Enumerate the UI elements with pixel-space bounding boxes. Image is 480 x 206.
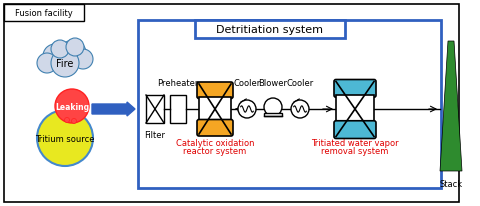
- Circle shape: [64, 118, 70, 123]
- Text: Stack: Stack: [439, 180, 463, 188]
- Circle shape: [264, 98, 282, 116]
- Text: Fusion facility: Fusion facility: [15, 9, 73, 18]
- Circle shape: [51, 50, 79, 78]
- Text: reactor system: reactor system: [183, 146, 247, 155]
- Circle shape: [43, 45, 67, 69]
- Bar: [336, 96, 374, 123]
- Polygon shape: [440, 42, 462, 171]
- Circle shape: [72, 119, 76, 124]
- FancyBboxPatch shape: [334, 121, 376, 139]
- Bar: [264, 114, 282, 116]
- Circle shape: [291, 101, 309, 118]
- Text: Fire: Fire: [56, 59, 74, 69]
- Text: Cooler: Cooler: [233, 79, 261, 88]
- Circle shape: [51, 41, 69, 59]
- Circle shape: [66, 39, 84, 57]
- Text: Leaking: Leaking: [55, 102, 89, 111]
- FancyBboxPatch shape: [334, 80, 376, 98]
- Circle shape: [37, 54, 57, 74]
- Text: Cooler: Cooler: [287, 79, 313, 88]
- Circle shape: [60, 41, 86, 67]
- Circle shape: [55, 90, 89, 123]
- Text: Preheater: Preheater: [157, 79, 199, 88]
- Text: removal system: removal system: [321, 146, 389, 155]
- Bar: [146, 96, 164, 123]
- Bar: [170, 96, 186, 123]
- FancyBboxPatch shape: [4, 5, 459, 202]
- FancyArrow shape: [92, 103, 135, 116]
- FancyBboxPatch shape: [197, 83, 233, 99]
- Text: Detritiation system: Detritiation system: [216, 25, 324, 35]
- Text: Catalytic oxidation: Catalytic oxidation: [176, 138, 254, 147]
- Text: Tritiated water vapor: Tritiated water vapor: [311, 138, 399, 147]
- Circle shape: [37, 110, 93, 166]
- FancyBboxPatch shape: [4, 5, 84, 22]
- Text: Filter: Filter: [144, 130, 166, 139]
- FancyBboxPatch shape: [195, 21, 345, 39]
- Text: Tritium source: Tritium source: [35, 134, 95, 143]
- Text: Blower: Blower: [259, 79, 288, 88]
- FancyBboxPatch shape: [197, 120, 233, 136]
- Circle shape: [238, 101, 256, 118]
- Bar: [199, 97, 231, 122]
- Circle shape: [73, 50, 93, 70]
